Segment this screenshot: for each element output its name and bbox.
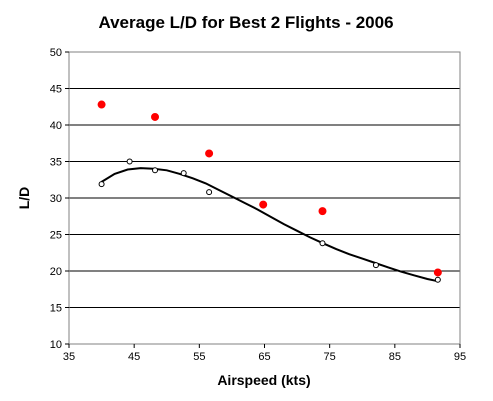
x-tick-label: 35: [63, 351, 75, 363]
axis-ticks: 10 15 20 25 30 35 40 45 50 35 45 55 65 75 85 95: [50, 47, 466, 363]
average-data-point: [98, 181, 105, 188]
average-data-point: [180, 170, 187, 177]
best-data-point: [433, 268, 442, 277]
trend-line-layer: [101, 167, 439, 283]
y-tick-label: 15: [50, 303, 62, 315]
average-data-point: [152, 167, 159, 174]
chart-title: Average L/D for Best 2 Flights - 2006: [98, 13, 393, 32]
y-tick-label: 45: [50, 84, 62, 96]
y-tick-label: 25: [50, 230, 62, 242]
gridlines: [69, 88, 460, 308]
best-data-point: [97, 100, 106, 109]
x-tick-label: 95: [454, 351, 466, 363]
x-axis-title: Airspeed (kts): [217, 372, 310, 388]
y-tick-label: 35: [50, 157, 62, 169]
x-tick-label: 85: [389, 351, 401, 363]
best-data-point: [205, 149, 214, 158]
trend-line: [101, 167, 439, 283]
y-tick-label: 40: [50, 120, 62, 132]
best-data-point: [151, 112, 160, 121]
best-data-point: [318, 207, 327, 216]
y-axis-title: L/D: [16, 187, 32, 210]
y-tick-label: 30: [50, 193, 62, 205]
average-data-point: [126, 158, 133, 165]
average-data-point: [319, 240, 326, 247]
y-tick-label: 10: [50, 339, 62, 351]
data-points: [97, 100, 442, 283]
average-data-point: [206, 189, 213, 196]
y-tick-label: 50: [50, 47, 62, 59]
x-tick-label: 75: [324, 351, 336, 363]
x-tick-label: 45: [128, 351, 140, 363]
y-tick-label: 20: [50, 266, 62, 278]
x-tick-label: 65: [258, 351, 270, 363]
average-data-point: [372, 262, 379, 269]
average-data-point: [434, 276, 441, 283]
x-tick-label: 55: [193, 351, 205, 363]
best-data-point: [259, 200, 268, 209]
